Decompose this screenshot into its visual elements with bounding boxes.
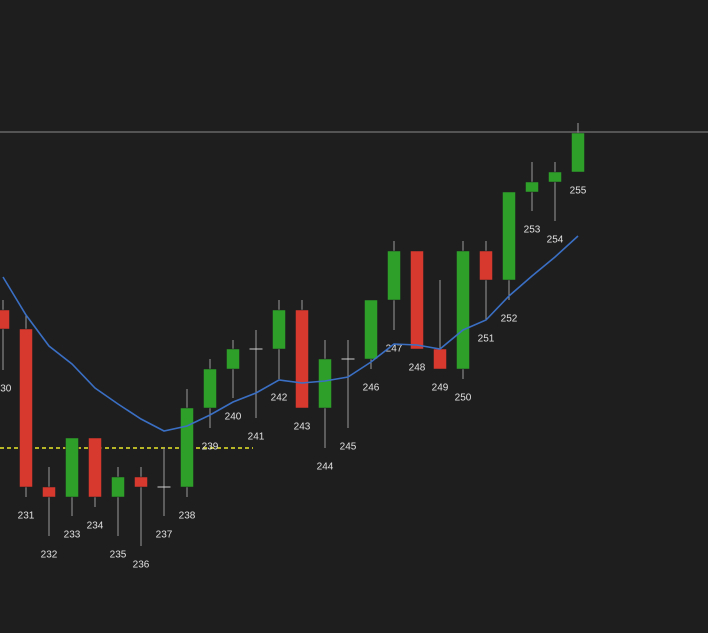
candle-label: 251 (478, 334, 495, 345)
candle-body (272, 309, 286, 350)
candle-label: 230 (0, 384, 12, 395)
candle-label: 241 (248, 432, 265, 443)
candle-label: 237 (156, 530, 173, 541)
candle-label: 244 (317, 462, 334, 473)
candle-body (525, 181, 539, 193)
candle-label: 252 (501, 314, 518, 325)
candle-label: 242 (271, 393, 288, 404)
candle-label: 231 (18, 511, 35, 522)
candle-body (295, 309, 309, 409)
candle-label: 253 (524, 225, 541, 236)
candle-body (387, 250, 401, 301)
candle-label: 247 (386, 344, 403, 355)
candle-body (433, 348, 447, 370)
candle-label: 246 (363, 383, 380, 394)
candle-label: 249 (432, 383, 449, 394)
candle-label: 235 (110, 550, 127, 561)
candle-body (180, 407, 194, 488)
candle-body (364, 299, 378, 360)
candle-body (502, 191, 516, 281)
candle-label: 243 (294, 422, 311, 433)
candle-label: 240 (225, 412, 242, 423)
candle-body (249, 348, 263, 350)
candle-body (42, 486, 56, 498)
candle-label: 245 (340, 442, 357, 453)
candle-body (318, 358, 332, 409)
candle-body (134, 476, 148, 488)
candle-body (226, 348, 240, 370)
candle-label: 239 (202, 442, 219, 453)
candle-label: 236 (133, 560, 150, 571)
candle-body (65, 437, 79, 498)
candle-body (456, 250, 470, 370)
candle-body (571, 132, 585, 173)
candle-body (341, 358, 355, 360)
candle-label: 238 (179, 511, 196, 522)
candle-body (157, 486, 171, 488)
candle-label: 234 (87, 521, 104, 532)
candle-label: 233 (64, 530, 81, 541)
candle-label: 248 (409, 363, 426, 374)
candle-body (410, 250, 424, 350)
candle-body (88, 437, 102, 498)
candle-label: 232 (41, 550, 58, 561)
candle-body (479, 250, 493, 281)
candle-label: 254 (547, 235, 564, 246)
candle-label: 255 (570, 186, 587, 197)
candle-body (0, 309, 10, 330)
candle-label: 250 (455, 393, 472, 404)
moving-average (2, 235, 579, 432)
candle-body (548, 171, 562, 183)
candle-body (19, 328, 33, 488)
candle-body (203, 368, 217, 409)
candle-body (111, 476, 125, 498)
